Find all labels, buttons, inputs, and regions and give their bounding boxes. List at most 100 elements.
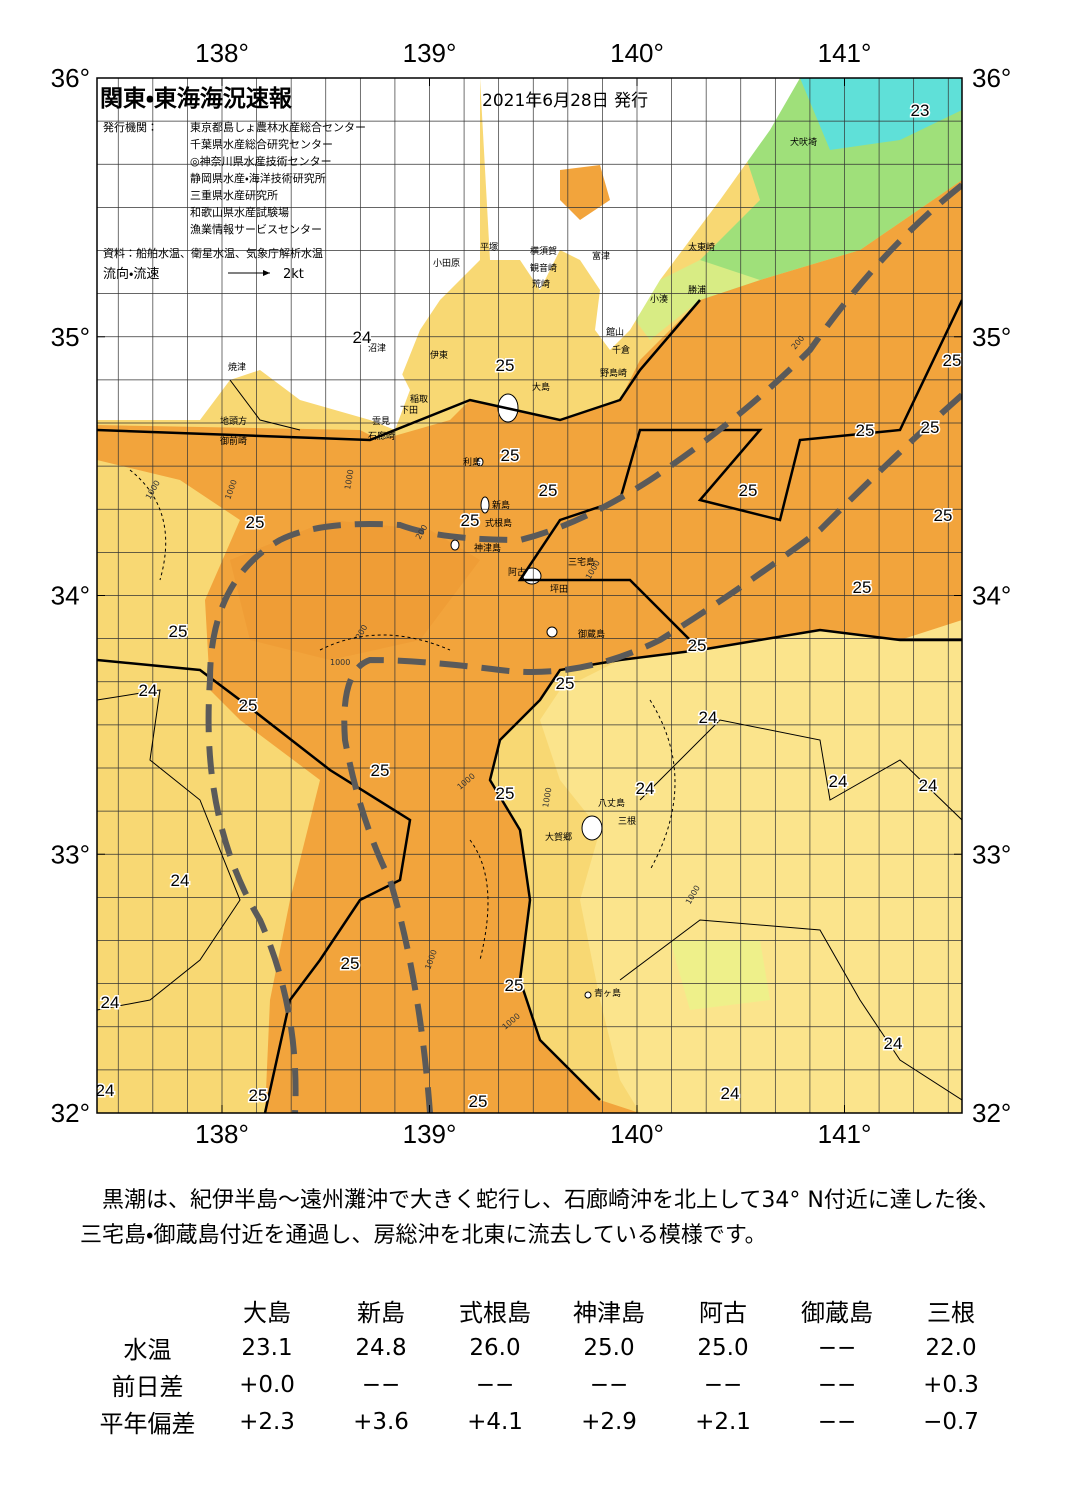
table-row: 前日差 +0.0 −− −− −− −− −− +0.3 [85,1366,1008,1403]
contour-label: 24 [829,772,848,791]
place-name: 沼津 [368,343,386,354]
contour-label: 25 [943,351,962,370]
table-cell: −0.7 [923,1408,979,1435]
lat-tick-label: 32° [972,1098,1011,1128]
contour-label: 25 [371,761,390,780]
table-cell: 23.1 [241,1334,293,1361]
contour-label: 25 [169,622,188,641]
lat-tick-label: 35° [51,322,90,352]
kuroshio-axis [205,182,962,1113]
publisher: 和歌山県水産試験場 [190,205,289,219]
contour-25 [97,299,962,1113]
sea-orange [97,180,962,1113]
contour-label: 24 [884,1034,903,1053]
lat-tick-label: 36° [51,63,90,93]
island [480,496,490,514]
table-header: 大島 新島 式根島 神津島 阿古 御蔵島 三根 [85,1292,1008,1329]
column-header: 大島 [243,1299,291,1327]
contour-label: 24 [139,681,158,700]
table-cell: 22.0 [925,1334,977,1361]
place-name: 観音崎 [530,262,557,274]
table-cell: 25.0 [583,1334,635,1361]
sea-pale [540,620,962,1113]
row-header: 水温 [123,1336,172,1364]
table-cell: +0.3 [923,1371,979,1398]
contour-label: 25 [461,511,480,530]
lon-tick-label: 141° [818,1119,872,1149]
lon-tick-label: 141° [818,38,872,68]
island [584,991,592,999]
place-name: 神津島 [474,542,501,554]
place-name: 焼津 [228,362,246,373]
contour-label: 24 [101,993,120,1012]
map-title: 関東・東海海況速報 [100,85,293,112]
table-cell: −− [817,1371,857,1398]
contour-label: 24 [636,779,655,798]
lat-tick-label: 34° [972,581,1011,611]
place-name: 稲取 [410,393,428,405]
grid [97,78,962,1113]
column-header: 神津島 [573,1299,645,1327]
place-name: 地頭方 [220,415,247,427]
legend: 関東・東海海況速報 2021年6月28日 発行 発行機関： 東京都島しょ農林水産… [100,85,648,282]
place-name: 利島 [463,456,481,468]
lon-tick-label: 138° [195,1119,249,1149]
place-name: 横須賀 [530,245,557,257]
contour-label: 25 [246,513,265,532]
contour-label: 25 [934,506,953,525]
publisher: 東京都島しょ農林水産総合センター [190,120,366,134]
place-name: 野島崎 [600,367,627,379]
row-header: 平年偏差 [99,1410,196,1438]
contour-label: 25 [239,696,258,715]
contour-label: 25 [856,421,875,440]
contour-label: 25 [688,636,707,655]
contour-line [97,379,962,1101]
place-name: 青ヶ島 [594,987,621,999]
island [546,626,558,638]
axis-ticks: 138° 138° 139° 139° 140° 140° 141° 141° 36° 36° 35… [51,38,1012,1149]
place-name: 阿古 [508,566,526,578]
table-cell: +0.0 [239,1371,295,1398]
contour-label: 24 [96,1081,115,1100]
table-cell: +3.6 [353,1408,409,1435]
place-name: 勝浦 [688,284,706,296]
place-name: 三宅島 [568,556,595,568]
place-name: 犬吠埼 [790,136,817,148]
column-header: 三根 [927,1299,975,1327]
place-name: 館山 [606,326,624,338]
column-header: 新島 [357,1299,405,1327]
lat-tick-label: 32° [51,1098,90,1128]
note: 黒潮は、紀伊半島～遠州灘沖で大きく蛇行し、石廊崎沖を北上して34° N付近に達し… [80,1188,1000,1248]
publisher: 三重県水産研究所 [190,188,278,202]
sea-cyan [800,78,962,150]
sea-warm [230,520,480,660]
contour-label: 24 [353,328,372,347]
contour-label: 23 [911,101,930,120]
issue-date: 2021年6月28日 発行 [482,91,648,111]
contour-label: 25 [556,674,575,693]
place-name: 新島 [492,499,510,511]
place-name: 八丈島 [598,797,625,809]
place-name: 下田 [400,405,418,416]
data-table: 大島 新島 式根島 神津島 阿古 御蔵島 三根 水温 23.1 24.8 26.0 25.0 25.0… [85,1292,1008,1440]
contour-label: 24 [171,871,190,890]
table-cell: −− [361,1371,401,1398]
sea-pale-green [670,940,770,1010]
lat-tick-label: 33° [51,839,90,869]
table-cell: +4.1 [467,1408,523,1435]
land [97,78,480,420]
place-name: 荒崎 [532,278,550,290]
contour-label: 25 [249,1086,268,1105]
place-name: 大賀郷 [545,831,572,843]
table-cell: 25.0 [697,1334,749,1361]
contour-24 [97,379,962,1101]
publisher: ◎神奈川県水産技術センター [190,154,332,168]
contour-label: 25 [501,446,520,465]
corner [85,1292,210,1329]
contour-label: 25 [496,356,515,375]
table-row: 平年偏差 +2.3 +3.6 +4.1 +2.9 +2.1 −− −0.7 [85,1403,1008,1440]
table-row: 水温 23.1 24.8 26.0 25.0 25.0 −− 22.0 [85,1329,1008,1366]
